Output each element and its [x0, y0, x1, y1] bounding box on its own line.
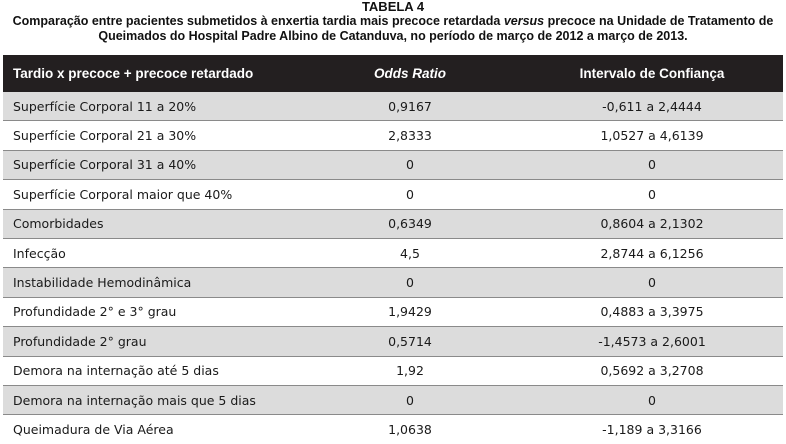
table-row: Queimadura de Via Aérea 1,0638 -1,189 a … [3, 414, 783, 444]
table-label: TABELA 4 [361, 0, 425, 14]
table-row: Demora na internação mais que 5 dias 0 0 [3, 385, 783, 416]
table-row: Superfície Corporal 21 a 30% 2,8333 1,05… [3, 120, 783, 151]
row-confidence-interval: 1,0527 a 4,6139 [521, 120, 783, 151]
row-confidence-interval: 2,8744 a 6,1256 [521, 238, 783, 269]
row-confidence-interval: 0 [521, 179, 783, 210]
table-row: Demora na internação até 5 dias 1,92 0,5… [3, 356, 783, 386]
row-odds-ratio: 0 [299, 150, 521, 181]
row-variable: Infecção [3, 238, 299, 269]
row-variable: Superfície Corporal 21 a 30% [3, 120, 299, 151]
row-confidence-interval: 0 [521, 385, 783, 416]
row-variable: Superfície Corporal 31 a 40% [3, 150, 299, 181]
table-header: Tardio x precoce + precoce retardado Odd… [3, 55, 783, 92]
table-row: Superfície Corporal maior que 40% 0 0 [3, 179, 783, 210]
table-caption: TABELA 4 Comparação entre pacientes subm… [0, 0, 786, 48]
header-confidence-interval: Intervalo de Confiança [521, 55, 783, 92]
row-confidence-interval: 0,5692 a 3,2708 [521, 356, 783, 386]
caption-text-start: Comparação entre pacientes submetidos à … [12, 14, 504, 28]
row-variable: Queimadura de Via Aérea [3, 414, 299, 444]
row-variable: Profundidade 2° e 3° grau [3, 297, 299, 328]
row-variable: Profundidade 2° grau [3, 326, 299, 357]
row-confidence-interval: -1,4573 a 2,6001 [521, 326, 783, 357]
row-variable: Superfície Corporal 11 a 20% [3, 91, 299, 122]
row-odds-ratio: 0 [299, 267, 521, 298]
row-variable: Demora na internação mais que 5 dias [3, 385, 299, 416]
table-row: Instabilidade Hemodinâmica 0 0 [3, 267, 783, 298]
row-confidence-interval: 0,4883 a 3,3975 [521, 297, 783, 328]
table-row: Infecção 4,5 2,8744 a 6,1256 [3, 238, 783, 269]
caption-italic-word: versus [503, 14, 545, 28]
row-variable: Instabilidade Hemodinâmica [3, 267, 299, 298]
header-row: Tardio x precoce + precoce retardado Odd… [3, 55, 783, 92]
row-confidence-interval: -0,611 a 2,4444 [521, 91, 783, 122]
header-odds-ratio: Odds Ratio [299, 55, 521, 92]
comparison-table: Tardio x precoce + precoce retardado Odd… [3, 55, 783, 444]
row-confidence-interval: 0 [521, 150, 783, 181]
row-odds-ratio: 0 [299, 385, 521, 416]
row-variable: Demora na internação até 5 dias [3, 356, 299, 386]
row-odds-ratio: 0 [299, 179, 521, 210]
table-row: Profundidade 2° e 3° grau 1,9429 0,4883 … [3, 297, 783, 328]
row-odds-ratio: 0,5714 [299, 326, 521, 357]
row-odds-ratio: 1,9429 [299, 297, 521, 328]
caption-text-end: precoce na Unidade de Tratamento de Quei… [98, 14, 774, 43]
header-comparison: Tardio x precoce + precoce retardado [3, 55, 299, 92]
table-row: Superfície Corporal 31 a 40% 0 0 [3, 150, 783, 181]
row-confidence-interval: -1,189 a 3,3166 [521, 414, 783, 444]
row-confidence-interval: 0,8604 a 2,1302 [521, 209, 783, 239]
row-odds-ratio: 0,9167 [299, 91, 521, 122]
table-row: Comorbidades 0,6349 0,8604 a 2,1302 [3, 209, 783, 239]
row-variable: Superfície Corporal maior que 40% [3, 179, 299, 210]
row-odds-ratio: 2,8333 [299, 120, 521, 151]
table-description: Comparação entre pacientes submetidos à … [0, 14, 786, 43]
row-odds-ratio: 1,92 [299, 356, 521, 386]
row-odds-ratio: 4,5 [299, 238, 521, 269]
table-body: Superfície Corporal 11 a 20% 0,9167 -0,6… [3, 91, 783, 444]
table-row: Profundidade 2° grau 0,5714 -1,4573 a 2,… [3, 326, 783, 357]
row-odds-ratio: 0,6349 [299, 209, 521, 239]
row-confidence-interval: 0 [521, 267, 783, 298]
row-variable: Comorbidades [3, 209, 299, 239]
table-row: Superfície Corporal 11 a 20% 0,9167 -0,6… [3, 91, 783, 122]
row-odds-ratio: 1,0638 [299, 414, 521, 444]
